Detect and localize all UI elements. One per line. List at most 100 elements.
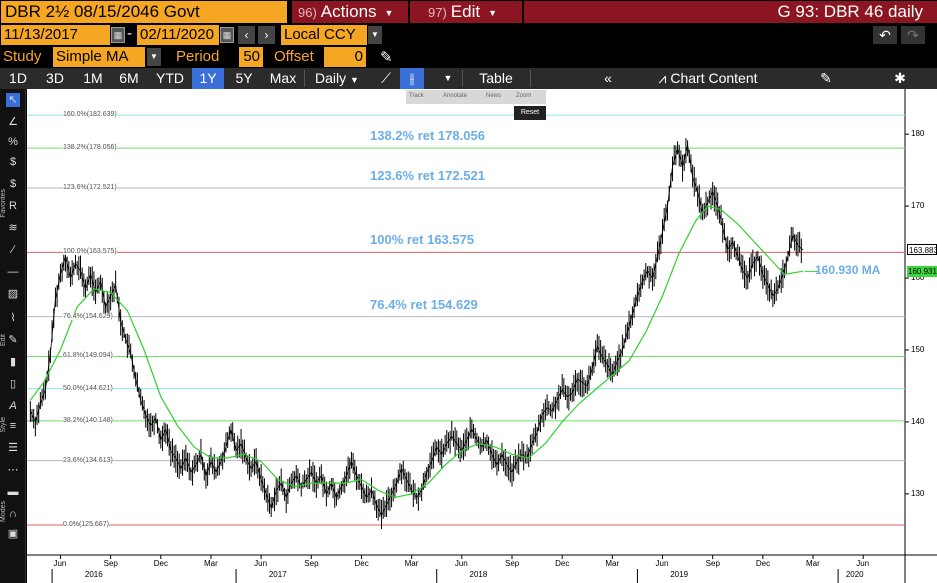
x-month-label: Jun [856,559,870,568]
chart-content-button[interactable]: ⩘ Chart Content [648,68,768,89]
toolbar-divider [462,70,463,87]
line-chart-icon[interactable]: ⟋ [381,70,391,86]
fib-level-label: 61.8%(149.094) [63,352,113,360]
offset-label: Offset [274,48,314,65]
fib-level-label: 50.0%(144.621) [63,384,113,392]
fibonacci-icon[interactable]: % [8,136,18,148]
actions-menu[interactable]: 96) Actions ▼ [298,1,393,23]
edit-section-label: Edit [0,334,7,347]
range-ytd-button[interactable]: YTD [156,70,184,86]
fib-level-label: 76.4%(154.629) [63,312,113,320]
x-month-label: Mar [806,559,820,568]
menu-divider [522,1,524,23]
range-5y-button[interactable]: 5Y [235,70,253,86]
study-select[interactable]: Simple MA [53,47,145,67]
price-series-line [29,144,804,517]
period-input[interactable]: 50 [239,47,263,67]
annotate-tool[interactable]: Annotate [443,93,468,99]
range-3d-button[interactable]: 3D [46,70,64,86]
pencil-icon[interactable]: ✎ [380,49,393,66]
date-range-bar: 11/13/2017 ▦ - 02/11/2020 ▦ ‹ › Local CC… [0,25,937,45]
fib-level-label: 160.0%(182.639) [63,111,117,119]
x-month-label: Sep [504,559,520,568]
edit-menu[interactable]: 97) Edit ▼ [428,1,497,23]
text-tool-icon[interactable]: A [9,400,17,412]
track-tool[interactable]: Track [409,93,424,99]
toolbar-divider [304,70,305,87]
table-button[interactable]: Table [479,70,513,86]
news-tool[interactable]: News [486,93,502,99]
y-tick-label: 140 [911,416,925,426]
x-month-label: Sep [103,559,118,568]
currency-select[interactable]: Local CCY [281,25,367,45]
price-chart[interactable]: Track Annotate News Zoom Reset 160.0%(18… [27,89,937,583]
title-bar: DBR 2½ 08/15/2046 Govt 96) Actions ▼ 97) Ed… [0,0,937,24]
actions-menu-label: Actions [320,2,377,21]
range-max-button[interactable]: Max [269,70,297,86]
horizontal-line-icon[interactable]: — [7,266,19,278]
color-icon[interactable]: ▬ [7,486,19,498]
y-tick-label: 130 [911,488,925,498]
lock-icon[interactable]: ▣ [7,528,19,540]
chevron-down-icon[interactable]: ▼ [368,26,382,44]
fib-extension-icon[interactable]: $ [9,156,17,168]
security-field[interactable]: DBR 2½ 08/15/2046 Govt [1,1,287,23]
channel-icon[interactable]: ≋ [8,222,18,234]
previous-arrow-icon[interactable]: ‹ [238,26,255,44]
fib-level-label: 38.2%(140.148) [63,416,113,424]
fib-retracement-label: 100% ret 163.575 [370,232,475,248]
drawing-tools-strip: ↖ ∠ % $ $ R ≋ ∕ — ▨ ⌇ ✎ ▮ ▯ A ≡ ☰ ⋯ ▬ ∩ … [0,89,26,583]
actions-menu-number: 96) [298,5,317,20]
study-bar: Study Simple MA ▼ Period 50 Offset 0 ✎ [0,47,937,67]
magnet-icon[interactable]: ∩ [9,508,17,520]
x-month-label: Sep [304,559,319,568]
edit-chart-icon[interactable]: ✎ [820,70,832,86]
frequency-select[interactable]: Daily ▼ [306,68,368,89]
ma-value-tag: 160.931 [907,266,937,278]
last-price-tag: 163.883 [907,244,937,256]
start-date-field[interactable]: 11/13/2017 [1,25,110,45]
offset-input[interactable]: 0 [324,47,366,67]
chevron-down-icon: ▼ [384,7,394,18]
calendar-icon[interactable]: ▦ [220,27,234,43]
favorites-section-label: Favorites [0,189,7,218]
eraser-icon[interactable]: ▮ [9,356,17,368]
chart-type-dropdown-icon[interactable]: ▼ [443,73,453,83]
range-1m-button[interactable]: 1M [83,70,103,86]
fib-fan-icon[interactable]: $ [9,178,17,190]
fib-level-label: 23.6%(134.613) [63,456,113,464]
retracement-icon[interactable]: R [9,200,17,212]
style-section-label: Style [0,417,7,433]
bar-chart-icon[interactable]: ⫲ [400,68,424,89]
redo-icon[interactable]: ↷ [901,26,925,44]
line-style-icon[interactable]: ≡ [9,420,17,432]
line-tool-icon[interactable]: ∠ [8,116,18,128]
brush-icon[interactable]: ⌇ [10,312,16,324]
x-month-label: Jun [655,559,669,568]
range-1d-button[interactable]: 1D [9,70,27,86]
undo-icon[interactable]: ↶ [873,26,897,44]
chevron-down-icon: ▼ [488,7,498,18]
pattern-icon[interactable]: ▨ [7,288,19,300]
cursor-icon[interactable]: ↖ [6,93,20,107]
zoom-tool[interactable]: Zoom [516,93,532,99]
trash-icon[interactable]: ▯ [9,378,17,390]
chart-content-label: Chart Content [670,70,758,86]
line-weight-icon[interactable]: ☰ [8,442,18,454]
reset-button[interactable]: Reset [514,106,546,120]
y-tick-label: 170 [911,201,925,211]
dash-style-icon[interactable]: ⋯ [7,464,19,476]
collapse-left-icon[interactable]: « [604,70,612,86]
pen-icon[interactable]: ✎ [8,334,18,346]
gear-icon[interactable]: ✱ [894,70,906,86]
range-1y-button[interactable]: 1Y [192,68,224,89]
mini-toolbar: Track Annotate News Zoom [406,90,546,104]
x-year-label: 2019 [670,570,689,579]
calendar-icon[interactable]: ▦ [111,27,125,43]
end-date-field[interactable]: 02/11/2020 [137,25,219,45]
chart-toolbar: 1D 3D 1M 6M YTD 1Y 5Y Max Daily ▼ ⟋ ⫲ ▼ … [0,68,937,89]
next-arrow-icon[interactable]: › [258,26,275,44]
trend-icon[interactable]: ∕ [12,244,14,256]
range-6m-button[interactable]: 6M [119,70,139,86]
chevron-down-icon[interactable]: ▼ [147,48,161,66]
